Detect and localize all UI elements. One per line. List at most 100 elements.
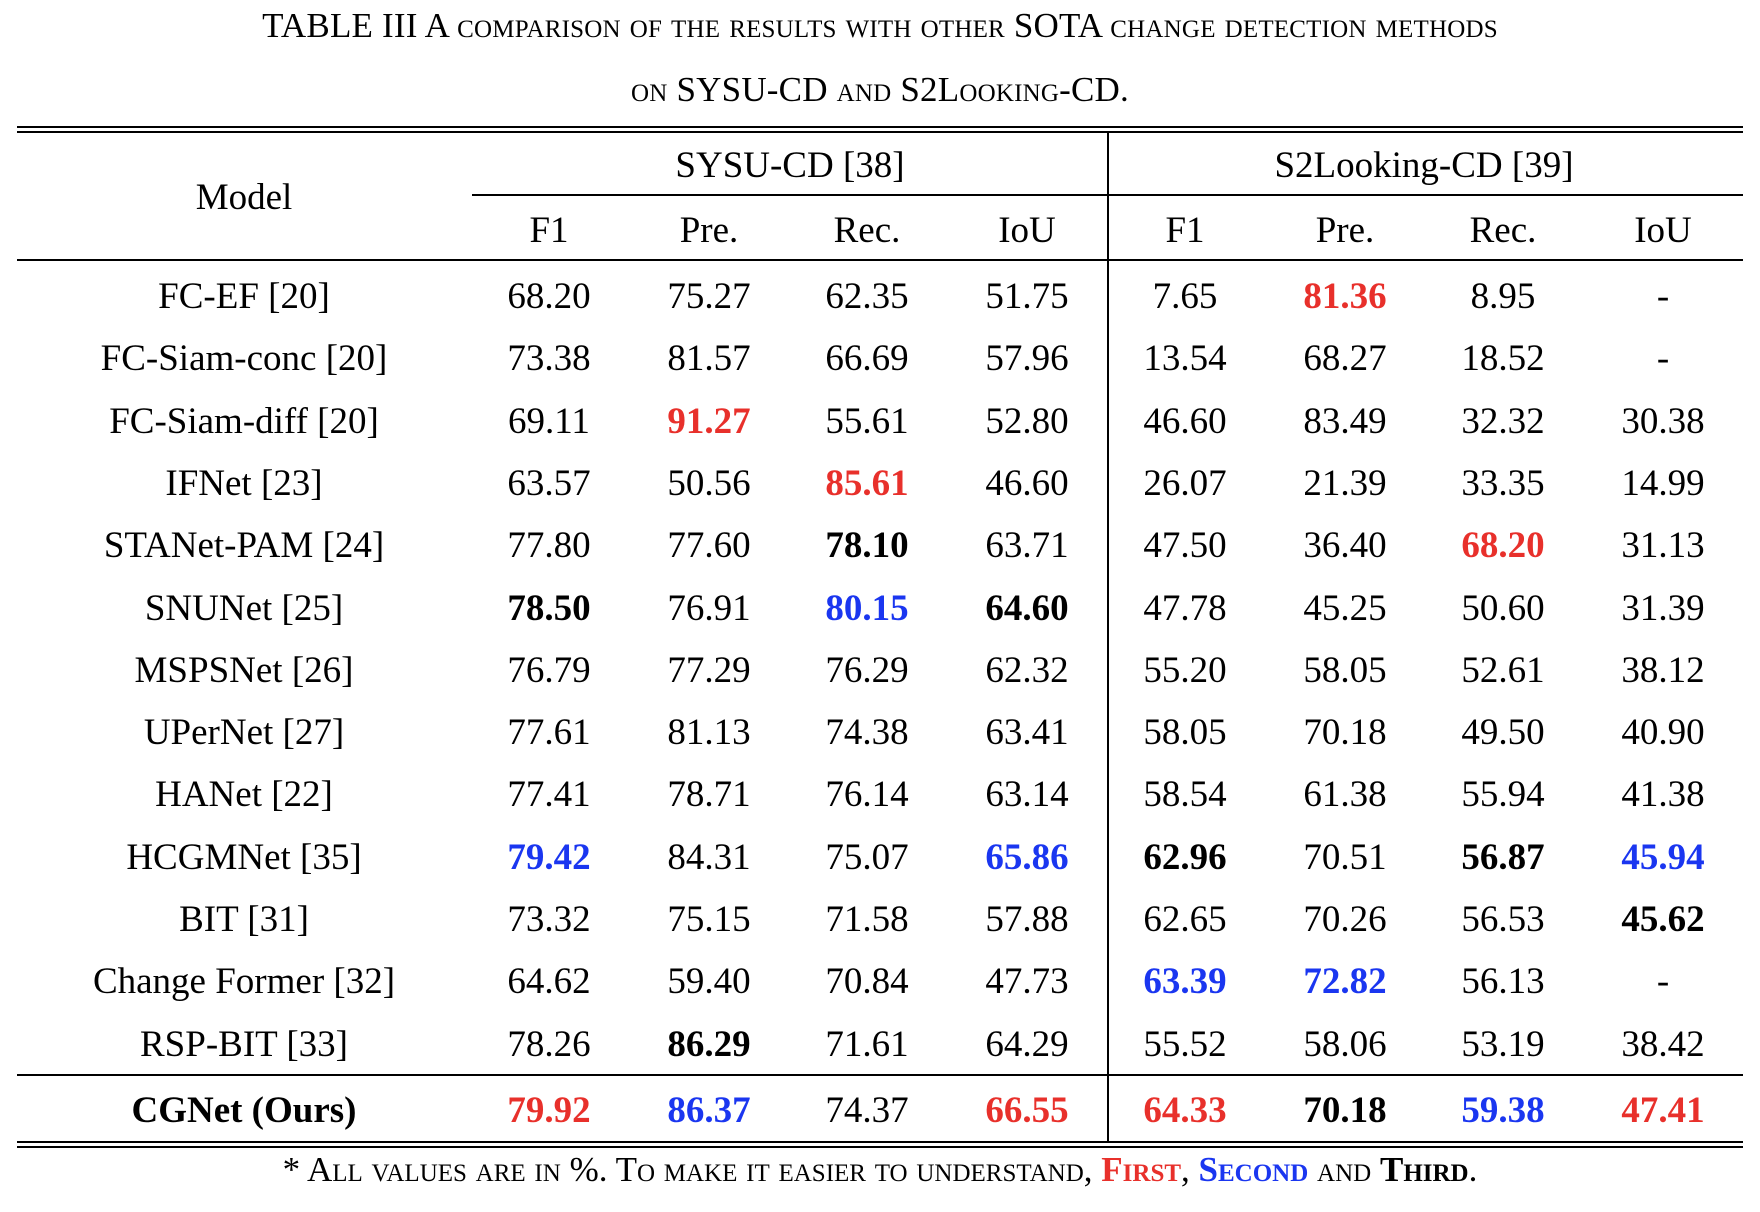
table-cell: 46.60 — [985, 462, 1069, 504]
row-model-name: Change Former [32] — [92, 961, 396, 1003]
table-cell: 69.11 — [508, 400, 590, 442]
table-cell: 52.61 — [1461, 649, 1545, 691]
table-cell: 57.88 — [985, 899, 1069, 940]
table-footnote: * All values are in %. To make it easier… — [282, 1150, 1478, 1189]
table-cell: 76.79 — [507, 649, 591, 691]
row-model-name: SNUNet [25] — [144, 587, 344, 629]
table-cell-ours: 79.92 — [507, 1090, 591, 1131]
top-rule-inner — [17, 131, 1743, 133]
legend-third: Third — [1379, 1150, 1469, 1189]
table-cell: 52.80 — [985, 400, 1069, 442]
table-cell: 78.71 — [667, 774, 751, 816]
table-cell: 62.35 — [825, 276, 909, 317]
table-cell-ours: 86.37 — [667, 1090, 751, 1131]
table-cell: 46.60 — [1143, 400, 1227, 442]
table-cell: 66.69 — [825, 338, 909, 380]
table-cell: 81.57 — [667, 338, 751, 380]
table-cell: 50.60 — [1461, 587, 1545, 629]
table-cell: 63.14 — [985, 774, 1069, 816]
table-cell: 76.91 — [667, 587, 751, 629]
table-cell: 45.94 — [1621, 836, 1705, 878]
table-cell: - — [1656, 276, 1670, 317]
top-rule-outer — [17, 126, 1743, 128]
bottom-rule-outer — [17, 1146, 1743, 1148]
table-cell: 77.29 — [667, 649, 751, 691]
table-cell: 71.61 — [825, 1023, 909, 1065]
table-cell: 70.18 — [1303, 712, 1387, 754]
table-cell: 58.05 — [1143, 712, 1227, 754]
table-cell: 36.40 — [1303, 525, 1387, 567]
legend-first: First — [1101, 1150, 1182, 1189]
header-group-sysu: SYSU-CD [38] — [675, 145, 905, 186]
table-cell: 68.27 — [1303, 338, 1387, 380]
table-cell: 76.29 — [825, 649, 909, 691]
table-cell: - — [1656, 338, 1670, 380]
table-cell-ours: 64.33 — [1143, 1090, 1227, 1131]
table-cell: 40.90 — [1621, 712, 1705, 754]
header-model: Model — [195, 177, 293, 218]
row-model-name: MSPSNet [26] — [134, 649, 354, 691]
table-cell: 63.71 — [985, 525, 1069, 567]
table-cell: 81.36 — [1303, 276, 1387, 317]
header-metric: F1 — [1165, 210, 1205, 251]
header-metric: Rec. — [1469, 210, 1537, 251]
row-model-name: RSP-BIT [33] — [140, 1023, 348, 1065]
header-rule — [17, 259, 1743, 261]
table-cell: 91.27 — [667, 400, 751, 442]
table-cell: 18.52 — [1461, 338, 1545, 380]
row-model-name: HCGMNet [35] — [126, 836, 362, 878]
table-cell-ours: 74.37 — [825, 1090, 909, 1131]
table-cell: 81.13 — [667, 712, 751, 754]
table-caption-line1: TABLE III A comparison of the results wi… — [262, 6, 1498, 45]
table-cell: 21.39 — [1303, 462, 1387, 504]
table-cell: 7.65 — [1152, 276, 1218, 317]
table-cell: 56.53 — [1461, 899, 1545, 940]
table-cell: 57.96 — [985, 338, 1069, 380]
table-cell: 59.40 — [667, 961, 751, 1003]
row-model-name-ours: CGNet (Ours) — [131, 1090, 357, 1131]
table-cell: 56.87 — [1461, 836, 1545, 878]
group-separator-line — [1107, 133, 1109, 1141]
table-cell: 8.95 — [1470, 276, 1536, 317]
table-cell: 64.62 — [507, 961, 591, 1003]
table-cell: 75.15 — [667, 899, 751, 940]
table-cell: 77.60 — [667, 525, 751, 567]
table-cell: 58.54 — [1143, 774, 1227, 816]
table-cell: 41.38 — [1621, 774, 1705, 816]
table-cell: 61.38 — [1303, 774, 1387, 816]
row-model-name: FC-Siam-diff [20] — [109, 400, 379, 442]
table-cell: 70.51 — [1303, 836, 1387, 878]
table-cell: 58.06 — [1303, 1023, 1387, 1065]
table-cell: 64.60 — [985, 587, 1069, 629]
table-cell: 62.32 — [985, 649, 1069, 691]
ours-separator-rule — [17, 1074, 1743, 1076]
table-cell: 38.42 — [1621, 1023, 1705, 1065]
table-cell: 70.84 — [825, 961, 909, 1003]
row-model-name: BIT [31] — [179, 899, 309, 940]
table-cell-ours: 70.18 — [1303, 1090, 1387, 1131]
table-cell: 86.29 — [667, 1023, 751, 1065]
table-cell: 32.32 — [1461, 400, 1545, 442]
table-cell: 26.07 — [1143, 462, 1227, 504]
table-cell: 78.10 — [825, 525, 909, 567]
table-cell: 75.07 — [825, 836, 909, 878]
table-cell: 56.13 — [1461, 961, 1545, 1003]
table-cell: 55.20 — [1143, 649, 1227, 691]
table-cell: 45.25 — [1303, 587, 1387, 629]
header-metric: Rec. — [833, 210, 901, 251]
table-cell: 77.61 — [507, 712, 591, 754]
table-cell: 70.26 — [1303, 899, 1387, 940]
row-model-name: UPerNet [27] — [143, 712, 345, 754]
table-cell: 45.62 — [1621, 899, 1705, 940]
table-cell: 80.15 — [825, 587, 909, 629]
table-cell: 31.13 — [1621, 525, 1705, 567]
table-cell: 65.86 — [985, 836, 1069, 878]
table-cell: 47.50 — [1143, 525, 1227, 567]
table-cell: 51.75 — [985, 276, 1069, 317]
table-cell: 73.38 — [507, 338, 591, 380]
table-cell: 50.56 — [667, 462, 751, 504]
table-cell: 55.52 — [1143, 1023, 1227, 1065]
table-cell: 68.20 — [1461, 525, 1545, 567]
table-cell: 63.41 — [985, 712, 1069, 754]
table-cell: 55.61 — [825, 400, 909, 442]
